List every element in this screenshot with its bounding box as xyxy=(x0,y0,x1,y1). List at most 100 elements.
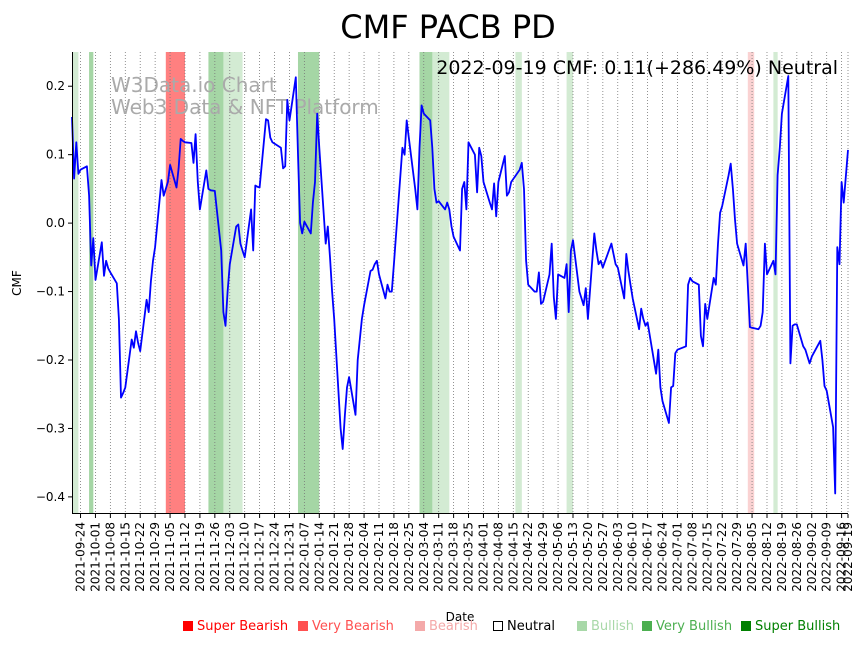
legend-item-super-bullish: Super Bullish xyxy=(741,619,840,634)
legend-swatch xyxy=(577,621,587,631)
x-tick-label: 2021-11-05 xyxy=(163,522,177,592)
watermark-line-1: W3Data.io Chart xyxy=(111,73,277,97)
latest-value-annotation: 2022-09-19 CMF: 0.11(+286.49%) Neutral xyxy=(436,57,838,79)
legend-label: Very Bearish xyxy=(312,619,394,634)
x-tick-label: 2022-09-16 xyxy=(835,522,849,592)
x-tick-label: 2022-09-09 xyxy=(820,522,834,592)
legend-item-very-bullish: Very Bullish xyxy=(642,619,732,634)
signal-band xyxy=(515,52,522,514)
y-axis-label: CMF xyxy=(10,270,24,296)
x-tick-label: 2022-07-29 xyxy=(730,522,744,592)
x-tick-label: 2021-10-08 xyxy=(103,522,117,592)
x-tick-label: 2022-03-18 xyxy=(447,522,461,592)
legend-swatch xyxy=(493,621,503,631)
x-tick-label: 2022-02-04 xyxy=(357,522,371,592)
legend-item-super-bearish: Super Bearish xyxy=(183,619,288,634)
x-tick-label: 2022-03-11 xyxy=(432,522,446,592)
x-tick-label: 2021-11-12 xyxy=(178,522,192,592)
x-tick-label: 2022-08-26 xyxy=(790,522,804,592)
x-tick-label: 2022-09-02 xyxy=(805,522,819,592)
x-tick-label: 2022-04-15 xyxy=(506,522,520,592)
signal-band xyxy=(165,52,185,514)
watermark-line-2: Web3 Data & NFT Platform xyxy=(111,95,379,119)
x-tick-label: 2021-12-31 xyxy=(282,522,296,592)
legend-label: Super Bearish xyxy=(197,619,289,634)
legend-item-bearish: Bearish xyxy=(415,619,478,634)
x-tick-label: 2022-01-07 xyxy=(297,522,311,592)
y-tick-label: −0.3 xyxy=(36,421,65,435)
x-tick-label: 2022-03-04 xyxy=(417,522,431,592)
watermark: W3Data.io Chart Web3 Data & NFT Platform xyxy=(111,73,379,119)
x-tick-label: 2021-12-10 xyxy=(238,522,252,592)
x-tick-label: 2021-12-03 xyxy=(223,522,237,592)
x-tick-label: 2022-03-25 xyxy=(462,522,476,592)
x-tick-label: 2022-02-11 xyxy=(372,522,386,592)
legend-swatch xyxy=(183,621,193,631)
signal-band xyxy=(432,52,450,514)
legend-item-neutral: Neutral xyxy=(493,619,555,634)
x-tick-label: 2022-05-27 xyxy=(596,522,610,592)
signal-bands xyxy=(72,52,778,514)
x-tick-label: 2021-11-19 xyxy=(193,522,207,592)
x-tick-label: 2022-02-25 xyxy=(402,522,416,592)
y-tick-label: −0.2 xyxy=(36,353,65,367)
signal-band xyxy=(208,52,226,514)
x-tick-label: 2022-01-21 xyxy=(327,522,341,592)
y-tick-label: 0.1 xyxy=(46,148,65,162)
x-tick-label: 2022-06-24 xyxy=(656,522,670,592)
cmf-series-line xyxy=(71,75,849,495)
x-tick-label: 2021-09-24 xyxy=(74,522,88,592)
signal-band xyxy=(297,52,320,514)
x-tick-label: 2021-11-26 xyxy=(208,522,222,592)
legend-label: Bullish xyxy=(591,619,635,634)
x-tick-label: 2022-08-19 xyxy=(775,522,789,592)
signal-band xyxy=(747,52,755,514)
legend-swatch xyxy=(642,621,652,631)
legend-item-very-bearish: Very Bearish xyxy=(298,619,394,634)
x-tick-label: 2022-07-15 xyxy=(700,522,714,592)
legend-label: Bearish xyxy=(429,619,478,634)
signal-band xyxy=(419,52,435,514)
x-tick-label: 2021-12-17 xyxy=(253,522,267,592)
x-tick-label: 2021-12-24 xyxy=(268,522,282,592)
x-tick-label: 2022-06-10 xyxy=(626,522,640,592)
legend-label: Very Bullish xyxy=(656,619,733,634)
legend-item-bullish: Bullish xyxy=(577,619,634,634)
legend-label: Super Bullish xyxy=(755,619,841,634)
legend-swatch xyxy=(298,621,308,631)
x-tick-label: 2022-02-18 xyxy=(387,522,401,592)
x-tick-label: 2022-08-05 xyxy=(745,522,759,592)
signal-band xyxy=(773,52,778,514)
legend-label: Neutral xyxy=(507,619,555,634)
x-tick-label: 2022-04-22 xyxy=(521,522,535,592)
legend-swatch xyxy=(415,621,425,631)
x-tick-label: 2022-07-01 xyxy=(670,522,684,592)
y-tick-label: 0.0 xyxy=(46,216,65,230)
signal-band xyxy=(89,52,94,514)
x-tick-label: 2021-10-15 xyxy=(118,522,132,592)
y-ticks: 0.2 0.1 0.0 −0.1 −0.2 −0.3 −0.4 xyxy=(36,79,72,504)
x-ticks: 2021-09-24 2021-10-01 2021-10-08 2021-10-15… xyxy=(74,514,855,592)
y-tick-label: 0.2 xyxy=(46,79,65,93)
x-tick-label: 2022-06-03 xyxy=(611,522,625,592)
x-tick-label: 2022-08-12 xyxy=(760,522,774,592)
date-gridlines xyxy=(80,52,849,514)
x-tick-label: 2022-01-14 xyxy=(312,522,326,592)
y-tick-label: −0.1 xyxy=(36,285,65,299)
x-tick-label: 2022-05-13 xyxy=(566,522,580,592)
x-tick-label: 2021-10-22 xyxy=(133,522,147,592)
x-tick-label: 2022-01-28 xyxy=(342,522,356,592)
x-tick-label: 2022-05-06 xyxy=(551,522,565,592)
x-tick-label: 2022-04-29 xyxy=(536,522,550,592)
x-tick-label: 2022-04-08 xyxy=(491,522,505,592)
x-tick-label: 2022-09-19 xyxy=(841,522,855,592)
x-tick-label: 2022-07-08 xyxy=(685,522,699,592)
signal-band xyxy=(223,52,243,514)
legend: Super Bearish Very Bearish Bearish Neutr… xyxy=(0,619,867,639)
legend-swatch xyxy=(741,621,751,631)
axes xyxy=(72,52,848,514)
x-tick-label: 2022-05-20 xyxy=(581,522,595,592)
x-tick-label: 2022-06-17 xyxy=(641,522,655,592)
signal-band xyxy=(72,52,79,514)
